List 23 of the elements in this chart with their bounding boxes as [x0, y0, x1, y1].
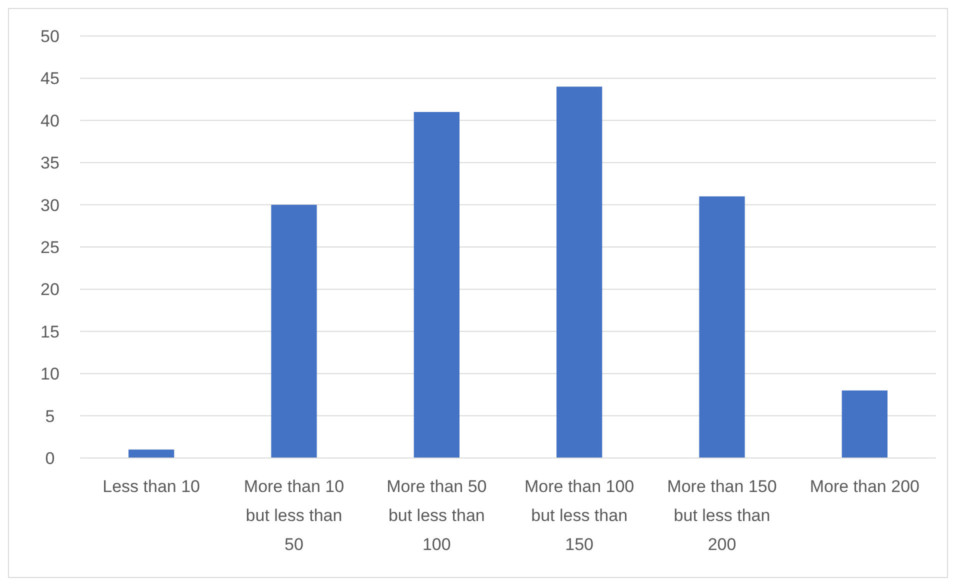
y-tick-label: 40 [40, 111, 60, 130]
bar [699, 196, 745, 458]
y-tick-label: 10 [40, 364, 60, 384]
bar [128, 450, 174, 458]
x-tick-label: More than 150 but less than 200 [667, 477, 777, 554]
y-tick-label: 0 [45, 448, 55, 468]
y-tick-label: 20 [40, 280, 60, 300]
bar [414, 112, 460, 458]
bar [842, 390, 888, 458]
y-tick-label: 15 [40, 322, 60, 342]
x-tick-label: More than 100 but less than 150 [524, 477, 634, 554]
y-tick-label: 45 [40, 69, 60, 88]
y-tick-label: 25 [40, 238, 60, 257]
y-tick-label: 50 [40, 26, 60, 46]
y-tick-label: 35 [40, 154, 60, 173]
y-tick-label: 30 [40, 196, 60, 215]
x-tick-label: More than 200 [810, 477, 920, 496]
y-tick-label: 5 [45, 406, 55, 426]
bar [556, 86, 602, 458]
x-tick-label: More than 10 but less than 50 [244, 477, 344, 554]
bar [271, 204, 317, 458]
x-tick-label: More than 50 but less than 100 [386, 477, 487, 554]
x-tick-label: Less than 10 [102, 477, 200, 496]
